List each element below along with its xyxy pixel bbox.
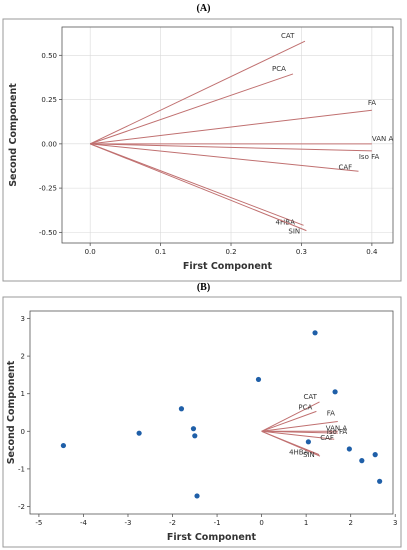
loading-vector <box>90 73 294 145</box>
score-point <box>372 452 378 458</box>
vector-label: SIN <box>303 451 315 459</box>
y-tick-label: 0.50 <box>41 52 57 60</box>
x-tick-label: 2 <box>348 519 352 527</box>
loading-vector <box>89 143 307 232</box>
y-tick-label: 3 <box>21 315 25 323</box>
score-point <box>60 442 67 449</box>
loading-vector <box>261 421 338 432</box>
score-point <box>377 478 383 484</box>
y-tick-label: 0.00 <box>41 140 57 148</box>
x-tick-label: 0.2 <box>225 248 236 256</box>
vector-label: SIN <box>288 228 300 236</box>
loading-vector <box>261 430 321 457</box>
y-tick-label: -0.50 <box>39 229 57 237</box>
loading-vector <box>261 401 320 432</box>
score-point <box>312 330 318 336</box>
vector-label: FA <box>327 410 335 418</box>
x-tick-label: 0.3 <box>296 248 307 256</box>
vector-label: CAF <box>320 434 334 442</box>
loading-vector <box>89 40 306 145</box>
y-axis-title: Second Component <box>6 360 17 464</box>
chart-frame <box>2 296 402 548</box>
loading-vector <box>261 430 338 434</box>
chart-frame <box>2 18 402 282</box>
x-tick-label: 0.4 <box>366 248 378 256</box>
score-point <box>346 446 352 452</box>
score-point <box>359 458 365 464</box>
score-point <box>136 430 142 436</box>
score-point <box>255 376 262 383</box>
vector-label: FA <box>368 99 376 107</box>
loading-vector <box>261 410 317 432</box>
x-axis-title: First Component <box>167 532 257 543</box>
y-tick-label: 2 <box>21 353 25 361</box>
x-tick-label: 0.1 <box>155 248 166 256</box>
score-point <box>192 433 198 439</box>
x-tick-label: -1 <box>214 519 221 527</box>
loading-vector <box>261 430 335 440</box>
x-tick-label: 3 <box>393 519 397 527</box>
loading-vector <box>89 143 304 226</box>
score-point <box>178 406 185 412</box>
vector-label: VAN A <box>326 424 348 432</box>
x-tick-label: 0.0 <box>85 248 96 256</box>
x-tick-label: 1 <box>304 519 308 527</box>
x-tick-label: -2 <box>169 519 176 527</box>
x-tick-label: 0 <box>259 519 263 527</box>
y-tick-label: -2 <box>18 503 25 511</box>
vector-label: 4HBA <box>289 449 309 457</box>
score-point <box>190 426 197 432</box>
vector-label: CAT <box>281 32 295 40</box>
y-tick-label: -1 <box>18 465 25 473</box>
plot-area <box>61 26 394 244</box>
x-axis-title: First Component <box>183 261 273 272</box>
x-tick-label: -4 <box>80 519 88 527</box>
panel-b-label: (B) <box>196 282 211 293</box>
vector-label: VAN A <box>372 135 394 143</box>
vector-label: CAF <box>338 163 352 171</box>
y-tick-label: 1 <box>21 390 25 398</box>
score-point <box>305 439 311 445</box>
score-point <box>194 493 200 499</box>
vector-label: PCA <box>298 403 312 411</box>
biplot-chart: -5 -4 -3 -2 -1 0 1 2 3 -2 -1 0 1 2 3 First Component Sec… <box>2 296 402 548</box>
vector-label: PCA <box>272 65 286 73</box>
score-point <box>332 389 338 395</box>
y-tick-label: 0.25 <box>41 96 57 104</box>
panel-a-label: (A) <box>196 3 211 14</box>
loading-vector <box>90 109 372 145</box>
vector-label: Iso FA <box>327 428 348 436</box>
y-tick-label: -0.25 <box>39 185 57 193</box>
y-axis-title: Second Component <box>8 83 19 187</box>
plot-area <box>29 310 394 515</box>
loading-plot-chart: 0.0 0.1 0.2 0.3 0.4 -0.50 -0.25 0.00 0.25 0.50 Fir… <box>2 18 402 282</box>
x-tick-label: -3 <box>124 519 131 527</box>
loading-vector <box>90 143 372 152</box>
y-tick-label: 0 <box>21 428 25 436</box>
loading-vector <box>90 143 359 172</box>
vector-label: CAT <box>304 393 318 401</box>
vector-label: Iso FA <box>359 153 380 161</box>
x-tick-label: -5 <box>35 519 42 527</box>
